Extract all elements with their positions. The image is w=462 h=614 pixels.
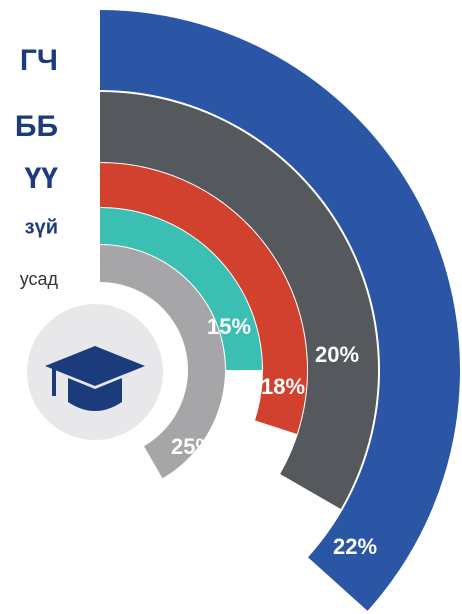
category-label: зүй — [25, 216, 58, 238]
value-label: 22% — [333, 534, 377, 559]
value-label: 15% — [207, 314, 251, 339]
arc-bar — [100, 245, 225, 479]
value-label: 20% — [315, 342, 359, 367]
arc-bar — [100, 208, 262, 370]
category-label: усад — [20, 269, 59, 289]
graduation-cap — [45, 346, 145, 411]
arc-bar — [100, 163, 308, 434]
value-label: 18% — [261, 374, 305, 399]
arc-bar — [100, 10, 461, 611]
category-label: ББ — [15, 110, 58, 143]
category-label: ГЧ — [20, 44, 58, 77]
arcs — [100, 10, 461, 611]
arc-bar — [100, 92, 378, 509]
value-label: 25% — [171, 434, 215, 459]
category-label: ҮҮ — [25, 162, 59, 195]
